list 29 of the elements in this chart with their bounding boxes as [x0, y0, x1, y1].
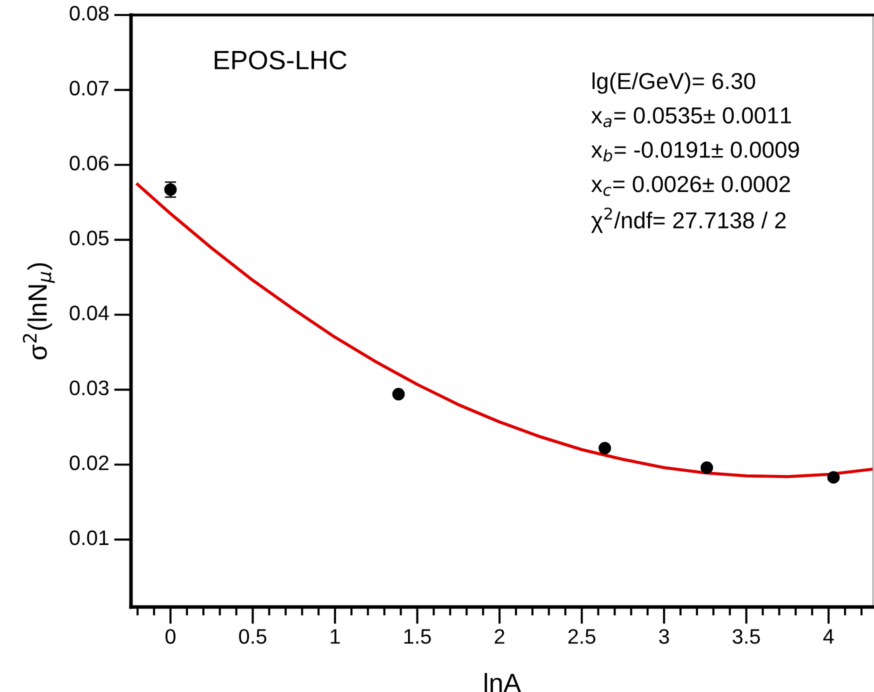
x-tick-label: 4 — [823, 629, 834, 644]
y-tick-label: 0.07 — [70, 80, 108, 96]
annotation: χ$^{2}$/ndf= 27.7138 / 2 — [591, 208, 786, 234]
x-tick-label: 2 — [494, 629, 504, 644]
x-tick-label: 0 — [166, 629, 176, 644]
point — [598, 442, 612, 454]
y-tick-label: 0.03 — [70, 380, 109, 396]
point — [827, 471, 840, 484]
annotation: x$_{c}$= 0.0026± 0.0002 — [591, 176, 790, 196]
y-tick-label: 0.08 — [70, 6, 109, 21]
y-tick-label: 0.01 — [70, 530, 108, 546]
y-tick-label: 0.02 — [70, 455, 108, 470]
annotation: x$_{a}$= 0.0535± 0.0011 — [591, 107, 791, 128]
y-tick-label: 0.06 — [70, 156, 109, 170]
y-tick-label: 0.05 — [70, 230, 109, 246]
x-tick-label: 3 — [659, 629, 669, 644]
point — [700, 461, 714, 474]
annotation: lg(E/GeV)= 6.30 — [592, 72, 756, 94]
x-tick-label: 1.5 — [404, 629, 431, 644]
x-tick-label: 1 — [330, 629, 340, 644]
x-tick-label: 3.5 — [732, 629, 760, 644]
annotation: EPOS-LHC — [214, 50, 347, 70]
annotation: x$_{b}$= -0.0191± 0.0009 — [591, 142, 799, 162]
x-tick-label: 2.5 — [568, 629, 596, 644]
x-tick-label: 0.5 — [239, 629, 266, 644]
point — [392, 388, 405, 400]
y-tick-label: 0.04 — [70, 306, 109, 320]
y-axis-title: σ$^{2}$(lnN$_{μ}$) — [22, 263, 55, 360]
x-axis-title: lnA — [484, 672, 522, 692]
